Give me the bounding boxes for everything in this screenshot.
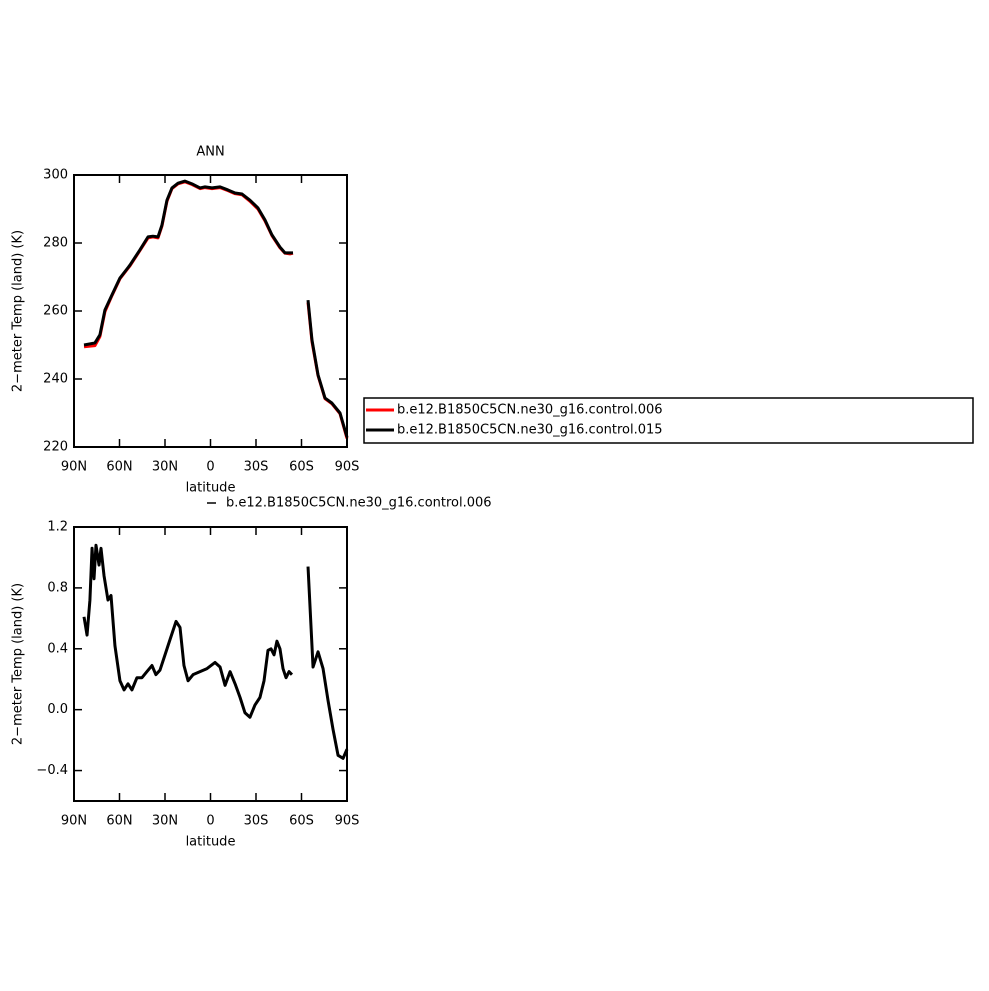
y-tick-label: 1.2 bbox=[47, 520, 68, 535]
x-tick-label: 60N bbox=[106, 814, 132, 829]
y-tick-label: 0.0 bbox=[47, 702, 68, 717]
x-tick-label: 60N bbox=[106, 460, 132, 475]
data-line bbox=[82, 543, 349, 760]
legend-label: b.e12.B1850C5CN.ne30_g16.control.006 bbox=[397, 403, 663, 418]
y-tick-label: 240 bbox=[43, 372, 68, 387]
x-tick-label: 0 bbox=[206, 460, 214, 475]
legend-label: b.e12.B1850C5CN.ne30_g16.control.006 bbox=[226, 496, 492, 511]
y-tick-label: −0.4 bbox=[36, 763, 68, 778]
chart-title: ANN bbox=[196, 145, 224, 160]
x-tick-label: 60S bbox=[289, 814, 314, 829]
x-axis-label: latitude bbox=[186, 835, 236, 850]
x-tick-label: 0 bbox=[206, 814, 214, 829]
x-tick-label: 60S bbox=[289, 460, 314, 475]
x-tick-label: 90S bbox=[335, 814, 360, 829]
x-tick-label: 30N bbox=[152, 814, 178, 829]
y-axis-label: 2−meter Temp (land) (K) bbox=[11, 583, 26, 745]
x-tick-label: 90N bbox=[61, 460, 87, 475]
plot-frame bbox=[73, 526, 348, 802]
x-tick-label: 90S bbox=[335, 460, 360, 475]
y-tick-label: 260 bbox=[43, 304, 68, 319]
x-axis-label: latitude bbox=[186, 481, 236, 496]
y-tick-label: 280 bbox=[43, 236, 68, 251]
x-tick-label: 90N bbox=[61, 814, 87, 829]
plot-frame bbox=[73, 174, 348, 448]
y-axis-label: 2−meter Temp (land) (K) bbox=[11, 230, 26, 392]
legend-label: b.e12.B1850C5CN.ne30_g16.control.015 bbox=[397, 423, 663, 438]
y-tick-label: 300 bbox=[43, 168, 68, 183]
y-tick-label: 0.4 bbox=[47, 641, 68, 656]
x-tick-label: 30S bbox=[244, 460, 269, 475]
x-tick-label: 30S bbox=[244, 814, 269, 829]
legend-box bbox=[363, 397, 974, 444]
x-tick-label: 30N bbox=[152, 460, 178, 475]
y-tick-label: 220 bbox=[43, 440, 68, 455]
y-tick-label: 0.8 bbox=[47, 580, 68, 595]
data-line bbox=[83, 179, 349, 438]
